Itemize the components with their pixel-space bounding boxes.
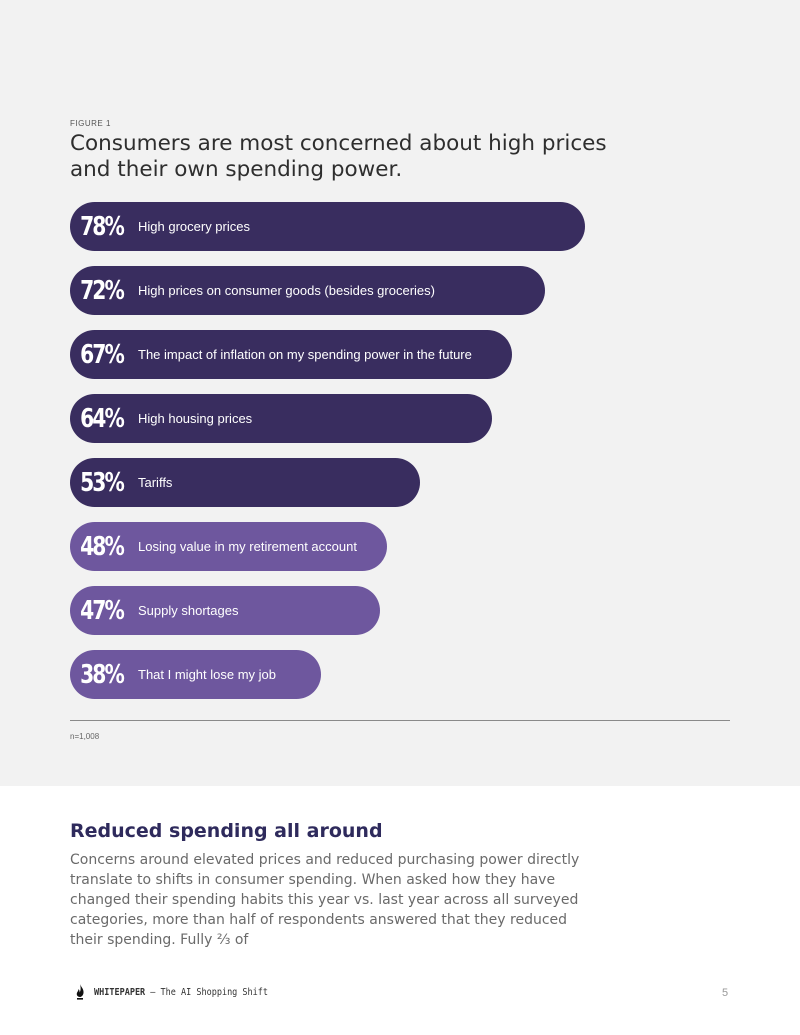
bar-category-label: The impact of inflation on my spending p… [138,347,472,362]
divider [70,720,730,721]
bar-3: 67% The impact of inflation on my spendin… [70,330,512,379]
footer: WHITEPAPER – The AI Shopping Shift [74,984,299,1000]
figure-title: Consumers are most concerned about high … [70,131,607,182]
bar-category-label: High prices on consumer goods (besides g… [138,283,435,298]
bar-category-label: High grocery prices [138,219,250,234]
bar-value-label: 72% [80,275,125,306]
bar-value-label: 67% [80,339,125,370]
page-number: 5 [722,987,729,999]
sample-size-note: n=1,008 [70,732,100,741]
bar-2: 72% High prices on consumer goods (beside… [70,266,545,315]
flame-icon [76,984,84,1000]
bar-chart: 78% High grocery prices 72% High prices on … [70,202,730,702]
bar-value-label: 47% [80,595,125,626]
footer-title: WHITEPAPER – The AI Shopping Shift [94,987,268,998]
bar-category-label: Losing value in my retirement account [138,539,357,554]
section-heading: Reduced spending all around [70,820,383,842]
bar-value-label: 48% [80,531,125,562]
bar-6: 48% Losing value in my retirement account [70,522,387,571]
figure-section: FIGURE 1 Consumers are most concerned ab… [0,0,800,786]
bar-value-label: 64% [80,403,125,434]
bar-7: 47% Supply shortages [70,586,380,635]
bar-value-label: 53% [80,467,125,498]
bar-4: 64% High housing prices [70,394,492,443]
bar-category-label: Tariffs [138,475,173,490]
bar-8: 38% That I might lose my job [70,650,321,699]
bar-5: 53% Tariffs [70,458,420,507]
bar-1: 78% High grocery prices [70,202,585,251]
bar-value-label: 78% [80,211,125,242]
bar-category-label: That I might lose my job [138,667,276,682]
body-paragraph: Concerns around elevated prices and redu… [70,852,580,948]
bar-category-label: High housing prices [138,411,253,426]
footer-subtitle: – The AI Shopping Shift [145,986,269,998]
footer-brand: WHITEPAPER [94,986,146,998]
figure-label: FIGURE 1 [70,119,111,128]
bar-category-label: Supply shortages [138,603,239,618]
bar-value-label: 38% [80,659,125,690]
